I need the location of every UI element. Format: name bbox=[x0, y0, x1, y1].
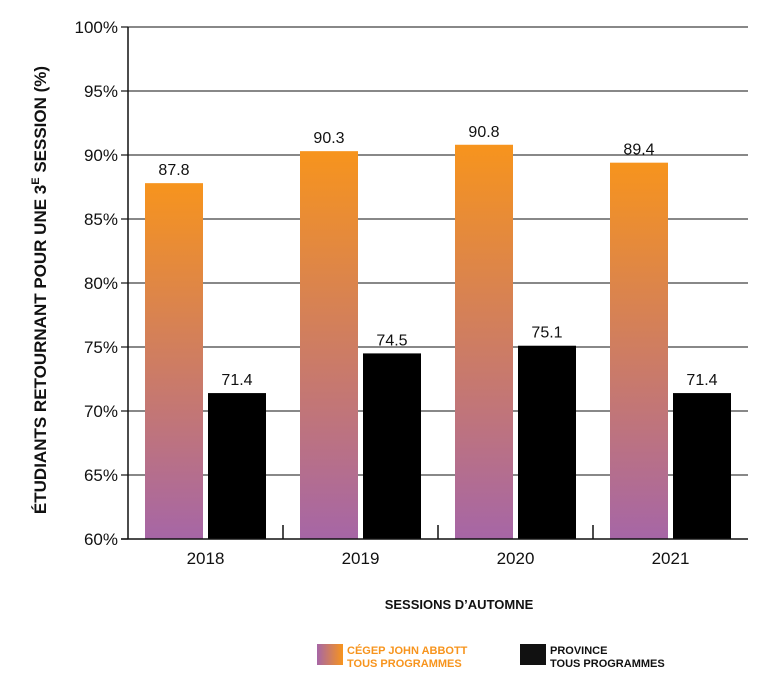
bar-john-abbott-2018 bbox=[145, 183, 203, 539]
y-tick-label: 60% bbox=[84, 530, 118, 549]
data-label-john-abbott-2020: 90.8 bbox=[468, 124, 499, 141]
x-tick-label-2021: 2021 bbox=[652, 549, 690, 568]
legend-label-john-abbott-line2: TOUS PROGRAMMES bbox=[347, 658, 462, 670]
x-tick-label-2020: 2020 bbox=[497, 549, 535, 568]
data-label-john-abbott-2019: 90.3 bbox=[313, 130, 344, 147]
y-tick-label: 90% bbox=[84, 146, 118, 165]
y-tick-labels: 60% 65% 70% 75% 80% 85% 90% 95% 100% bbox=[75, 18, 118, 549]
x-axis-label: SESSIONS D’AUTOMNE bbox=[385, 597, 534, 612]
bar-province-2019 bbox=[363, 353, 421, 539]
y-tick-label: 65% bbox=[84, 466, 118, 485]
bar-province-2018 bbox=[208, 393, 266, 539]
y-tick-label: 95% bbox=[84, 82, 118, 101]
x-tick-label-2019: 2019 bbox=[342, 549, 380, 568]
x-tick-labels: 2018 2019 2020 2021 bbox=[187, 549, 690, 568]
bars bbox=[145, 144, 731, 539]
y-tick-label: 80% bbox=[84, 274, 118, 293]
data-label-province-2020: 75.1 bbox=[531, 325, 562, 342]
data-label-province-2021: 71.4 bbox=[686, 372, 717, 389]
x-tick-label-2018: 2018 bbox=[187, 549, 225, 568]
legend-swatch-province bbox=[520, 644, 546, 665]
bar-john-abbott-2020 bbox=[455, 144, 513, 539]
data-label-province-2018: 71.4 bbox=[221, 372, 252, 389]
y-tick-label: 100% bbox=[75, 18, 118, 37]
y-axis-label: ÉTUDIANTS RETOURNANT POUR UNE 3E SESSION… bbox=[30, 66, 50, 514]
y-tick-label: 75% bbox=[84, 338, 118, 357]
bar-john-abbott-2021 bbox=[610, 162, 668, 539]
legend: CÉGEP JOHN ABBOTT TOUS PROGRAMMES PROVIN… bbox=[317, 644, 665, 670]
data-label-john-abbott-2021: 89.4 bbox=[623, 142, 654, 159]
legend-swatch-john-abbott bbox=[317, 644, 343, 665]
data-label-john-abbott-2018: 87.8 bbox=[158, 162, 189, 179]
bar-province-2021 bbox=[673, 393, 731, 539]
bar-john-abbott-2019 bbox=[300, 151, 358, 539]
legend-label-province-line1: PROVINCE bbox=[550, 645, 607, 657]
y-tick-label: 85% bbox=[84, 210, 118, 229]
data-labels: 87.8 71.4 90.3 74.5 90.8 75.1 89.4 71.4 bbox=[158, 124, 717, 389]
legend-label-john-abbott-line1: CÉGEP JOHN ABBOTT bbox=[347, 644, 468, 657]
axes bbox=[121, 26, 748, 540]
legend-label-province-line2: TOUS PROGRAMMES bbox=[550, 658, 665, 670]
bar-province-2020 bbox=[518, 345, 576, 539]
y-tick-label: 70% bbox=[84, 402, 118, 421]
data-label-province-2019: 74.5 bbox=[376, 332, 407, 349]
